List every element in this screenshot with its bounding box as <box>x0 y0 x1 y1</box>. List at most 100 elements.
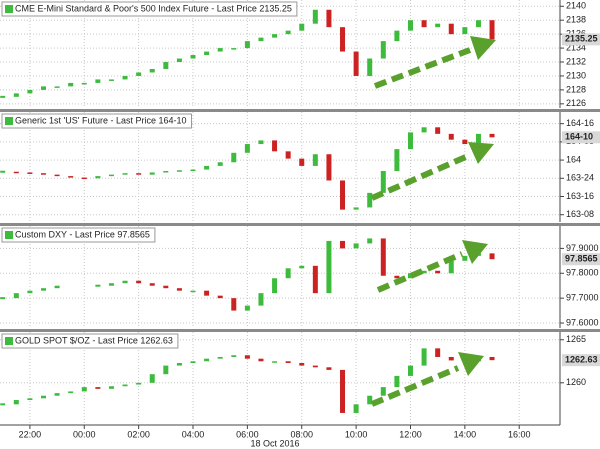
candle <box>217 295 223 299</box>
candle <box>407 365 413 376</box>
candle <box>353 51 359 76</box>
candle <box>258 140 264 145</box>
arrow <box>370 365 460 407</box>
candle <box>299 23 305 31</box>
candle <box>299 158 305 166</box>
candle <box>435 270 441 274</box>
arrow-head <box>470 36 496 60</box>
candle <box>312 154 318 166</box>
candle <box>40 288 46 291</box>
x-tick-label: 00:00 <box>73 429 96 439</box>
candle <box>312 9 318 24</box>
candle <box>475 133 481 145</box>
candle <box>231 355 237 357</box>
candle <box>421 20 427 28</box>
candle <box>462 255 468 261</box>
candle <box>312 365 318 368</box>
candle <box>163 365 169 375</box>
last-price-box <box>562 253 600 266</box>
candle <box>13 400 19 405</box>
candle <box>190 290 196 293</box>
candle <box>149 283 155 286</box>
last-price-label: 1262.63 <box>565 355 598 365</box>
y-tick-label: 2126 <box>566 98 586 108</box>
candle <box>54 86 60 88</box>
x-tick-label: 14:00 <box>454 429 477 439</box>
candle <box>258 358 264 362</box>
candle <box>95 176 101 179</box>
x-tick-label: 12:00 <box>399 429 422 439</box>
last-price-label: 2135.25 <box>565 34 598 44</box>
candle <box>407 273 413 279</box>
candle <box>326 240 332 294</box>
panel-separator <box>0 109 600 112</box>
candle <box>149 374 155 383</box>
candle <box>204 358 210 362</box>
candle <box>462 139 468 145</box>
candle <box>380 238 386 276</box>
candle <box>407 20 413 31</box>
candle <box>367 58 373 76</box>
candle <box>122 173 128 175</box>
candle <box>367 395 373 405</box>
legend-swatch <box>5 337 13 345</box>
candle <box>122 280 128 284</box>
candle <box>136 173 142 175</box>
candle <box>258 293 264 306</box>
candle <box>95 387 101 389</box>
candle <box>448 133 454 140</box>
last-price-label: 97.8565 <box>565 254 598 264</box>
candle <box>54 393 60 396</box>
candle <box>462 27 468 35</box>
candle <box>448 356 454 361</box>
y-tick-label: 1260 <box>566 377 586 387</box>
candle <box>13 93 19 97</box>
candle <box>122 75 128 80</box>
legend-label: Generic 1st 'US' Future - Last Price 164… <box>15 115 187 125</box>
candle <box>285 268 291 279</box>
legend-box <box>1 333 179 349</box>
candle <box>149 172 155 175</box>
candle <box>394 375 400 388</box>
candle <box>272 34 278 38</box>
y-tick-label: 2134 <box>566 42 586 52</box>
candle <box>380 387 386 396</box>
candle <box>95 284 101 287</box>
candle <box>27 290 33 294</box>
candle <box>231 298 237 311</box>
candle <box>299 363 305 366</box>
candle <box>108 174 114 177</box>
legend-box <box>1 113 193 129</box>
y-tick-label: 97.8000 <box>566 268 599 278</box>
candle <box>489 20 495 40</box>
arrow <box>376 251 464 293</box>
x-tick-label: 16:00 <box>508 429 531 439</box>
candle <box>95 79 101 83</box>
last-price-label: 164-10 <box>565 132 593 142</box>
candle <box>231 152 237 163</box>
y-tick-label: 1265 <box>566 334 586 344</box>
candle <box>448 23 454 35</box>
legend-box <box>1 1 298 17</box>
y-tick-label: 164-16 <box>566 118 594 128</box>
candle <box>136 280 142 284</box>
candle <box>340 180 346 210</box>
legend-label: GOLD SPOT $/OZ - Last Price 1262.63 <box>15 335 173 345</box>
candle <box>421 348 427 366</box>
candle <box>136 72 142 76</box>
candle <box>421 127 427 133</box>
candle <box>81 177 87 180</box>
candle <box>489 253 495 260</box>
candle <box>0 297 6 300</box>
legend-label: Custom DXY - Last Price 97.8565 <box>15 229 150 239</box>
candle <box>54 285 60 289</box>
candle <box>217 356 223 359</box>
candle <box>27 89 33 94</box>
candle <box>204 51 210 56</box>
candle <box>380 171 386 193</box>
candle <box>122 384 128 387</box>
candle <box>68 391 74 394</box>
candle <box>176 170 182 172</box>
candle <box>244 144 250 153</box>
